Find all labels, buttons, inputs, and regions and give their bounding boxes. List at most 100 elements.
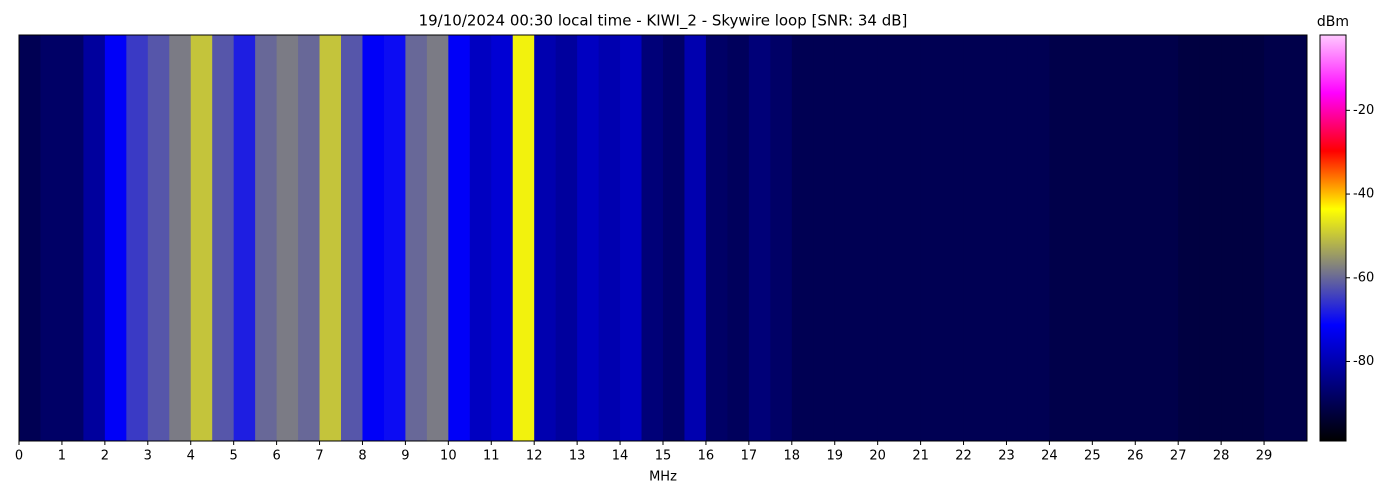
x-tick-label: 23 [998,449,1015,464]
spectrum-band [104,35,127,441]
spectrum-band [469,35,492,441]
x-tick-label: 7 [315,449,323,464]
spectrum-band [834,35,857,441]
spectrum-band [1070,35,1093,441]
colorbar-tick-label: -40 [1353,187,1374,202]
spectrum-band [813,35,836,441]
x-tick-label: 13 [569,449,586,464]
spectrum-band [1135,35,1158,441]
spectrum-band [856,35,879,441]
spectrum-band [705,35,728,441]
spectrum-band [190,35,213,441]
spectrum-band [1092,35,1115,441]
spectrum-band [233,35,256,441]
spectrum-band [341,35,363,441]
spectrum-band [512,35,535,441]
chart-title: 19/10/2024 00:30 local time - KIWI_2 - S… [419,12,908,31]
x-tick-label: 19 [826,449,843,464]
spectrum-band [147,35,170,441]
x-tick-label: 8 [358,449,366,464]
spectrum-band [1221,35,1244,441]
x-tick-label: 25 [1084,449,1101,464]
spectrum-band [19,35,41,441]
spectrum-band [83,35,106,441]
x-tick-label: 4 [187,449,195,464]
spectrum-band [319,35,342,441]
spectrum-band [1156,35,1179,441]
x-tick-label: 17 [741,449,758,464]
colorbar-tick-label: -60 [1353,270,1374,285]
spectrum-band [362,35,385,441]
x-tick-label: 2 [101,449,109,464]
spectrum-band [963,35,986,441]
spectrum-band [61,35,84,441]
x-tick-label: 21 [912,449,929,464]
spectrum-band [1242,35,1265,441]
spectrum-band [448,35,471,441]
spectrum-band [641,35,664,441]
spectrum-band [1199,35,1222,441]
spectrum-band [770,35,793,441]
spectrum-band [791,35,814,441]
x-tick-label: 9 [401,449,409,464]
spectrum-band [920,35,943,441]
x-tick-label: 3 [144,449,152,464]
spectrum-band [663,35,685,441]
spectrum-band [1113,35,1136,441]
spectrum-band [684,35,707,441]
spectrum-band [577,35,600,441]
x-tick-label: 20 [869,449,886,464]
spectrum-band [169,35,192,441]
x-tick-label: 24 [1041,449,1058,464]
spectrum-band [1285,35,1308,441]
spectrum-band [491,35,514,441]
colorbar-label: dBm [1317,14,1349,30]
x-tick-label: 10 [440,449,457,464]
spectrum-band [727,35,750,441]
spectrum-band [620,35,643,441]
spectrum-band [899,35,922,441]
x-axis-label: MHz [649,470,677,485]
spectrum-band [1264,35,1287,441]
spectrum-band [298,35,321,441]
spectrum-band [40,35,63,441]
x-tick-label: 28 [1213,449,1230,464]
x-tick-label: 6 [272,449,280,464]
spectrum-band [1027,35,1050,441]
spectrum-band [877,35,900,441]
spectrum-band [534,35,557,441]
colorbar [1319,34,1347,442]
x-tick-label: 12 [526,449,543,464]
x-tick-label: 27 [1170,449,1187,464]
spectrum-band [405,35,428,441]
spectrum-band [598,35,621,441]
x-tick-label: 16 [698,449,715,464]
colorbar-tick-label: -80 [1353,354,1374,369]
spectrum-band [126,35,149,441]
spectrum-band [555,35,578,441]
x-tick-label: 1 [58,449,66,464]
x-tick-label: 18 [784,449,801,464]
spectrum-band [1006,35,1029,441]
x-tick-label: 0 [15,449,23,464]
x-tick-label: 29 [1256,449,1273,464]
x-tick-label: 22 [955,449,972,464]
x-tick-label: 5 [230,449,238,464]
x-tick-label: 14 [612,449,629,464]
spectrum-band [255,35,278,441]
spectrum-band [942,35,965,441]
x-tick-label: 11 [483,449,500,464]
x-tick-label: 26 [1127,449,1144,464]
spectrum-band [985,35,1007,441]
spectrum-band [748,35,771,441]
spectrum-band [426,35,449,441]
colorbar-tick-label: -20 [1353,103,1374,118]
spectrum-band [212,35,235,441]
x-tick-label: 15 [655,449,672,464]
spectrum-band [1049,35,1072,441]
spectrum-band [1178,35,1201,441]
spectrum-band [383,35,406,441]
spectrum-band [276,35,299,441]
